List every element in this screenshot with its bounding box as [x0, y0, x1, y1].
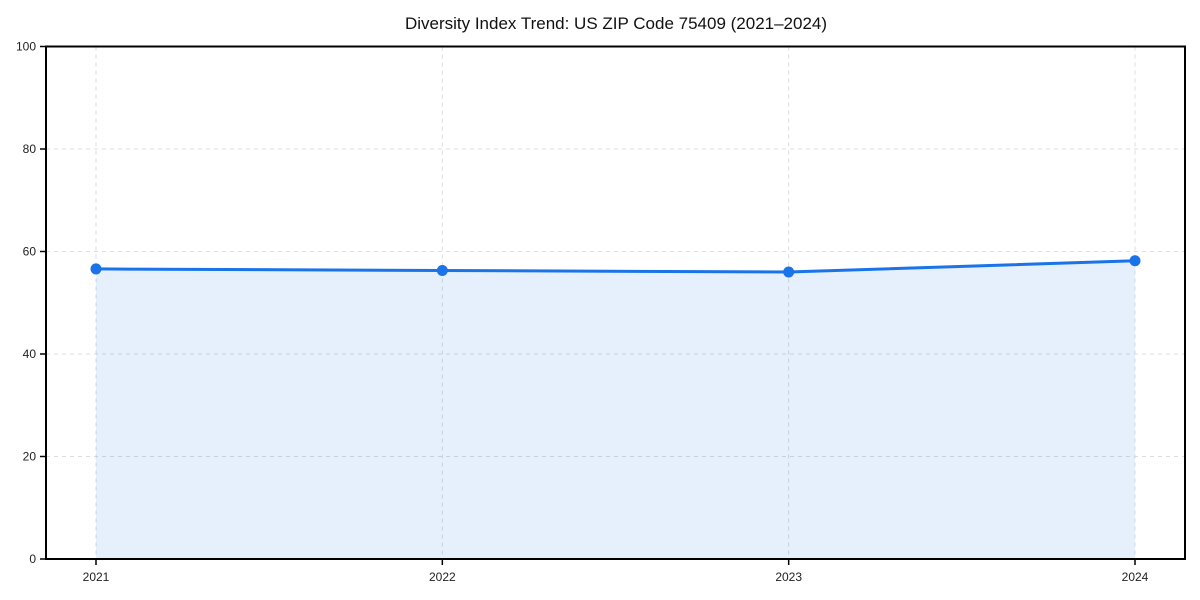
label-layer: 0 20 40 60 80 100 2021 2022 2023 2024	[16, 40, 1149, 585]
line-layer	[94, 259, 1137, 274]
area-layer	[96, 260, 1135, 559]
plot-border	[45, 45, 1186, 560]
x-tick-label: 2022	[429, 570, 456, 584]
area-fill	[96, 260, 1135, 559]
axis-layer	[40, 45, 1186, 565]
trend-line	[94, 259, 1137, 274]
data-point-2022	[436, 264, 448, 276]
y-tick-label: 60	[23, 245, 37, 259]
chart-title: Diversity Index Trend: US ZIP Code 75409…	[405, 14, 827, 33]
data-point-2021	[90, 263, 102, 275]
y-tick-label: 20	[23, 450, 37, 464]
y-tick-label: 0	[29, 552, 36, 566]
y-tick-label: 100	[16, 40, 36, 54]
data-point-2023	[783, 266, 795, 278]
x-tick-label: 2021	[83, 570, 110, 584]
y-tick-label: 80	[23, 142, 37, 156]
y-tick-label: 40	[23, 347, 37, 361]
marker-layer	[90, 255, 1141, 278]
x-tick-label: 2024	[1122, 570, 1149, 584]
x-tick-label: 2023	[775, 570, 802, 584]
data-point-2024	[1129, 255, 1141, 267]
